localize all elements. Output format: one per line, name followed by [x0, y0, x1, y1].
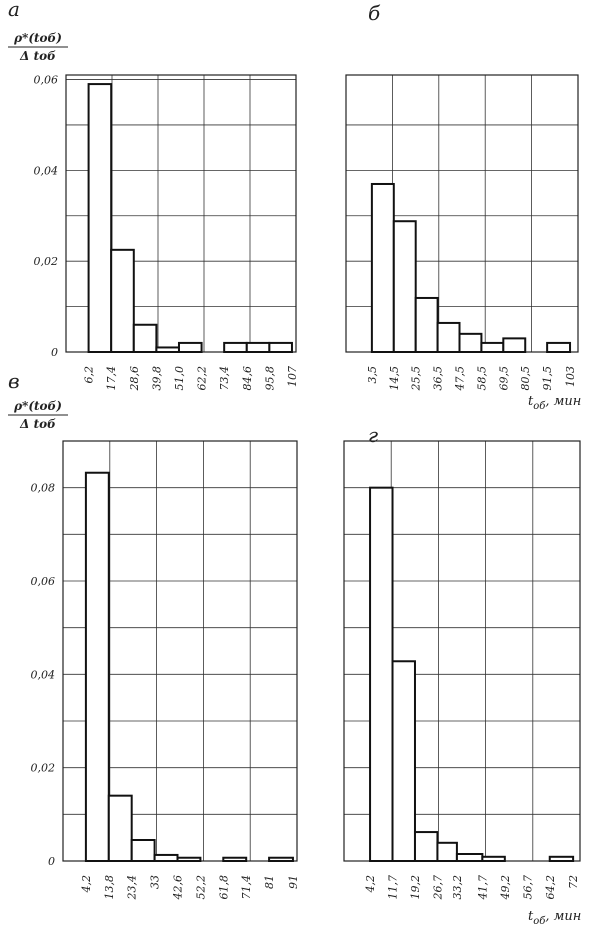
bar	[392, 220, 417, 353]
x-tick-label: 107	[286, 366, 299, 387]
x-label-sub: об	[533, 916, 546, 927]
bar	[369, 486, 394, 862]
x-label-var: t	[528, 394, 534, 409]
x-tick-label: 17,4	[105, 366, 118, 391]
bar	[546, 341, 572, 353]
x-tick-label: 6,2	[83, 366, 96, 384]
y-tick-label: 0,06	[34, 74, 59, 87]
y-label-bottom: Δ tоб	[19, 49, 56, 63]
x-tick-label: 52,2	[194, 875, 207, 900]
x-tick-label: 91	[287, 875, 300, 889]
panel-label: г	[368, 423, 378, 447]
bar	[548, 855, 575, 862]
y-tick-label: 0,06	[31, 575, 56, 588]
panel-label: а	[8, 0, 20, 21]
bar	[268, 856, 294, 863]
y-label-top: ρ*(tоб)	[13, 399, 62, 413]
x-tick-label: 26,7	[431, 875, 444, 901]
x-label: tоб, мин	[528, 909, 581, 927]
x-tick-label: 72	[567, 875, 580, 889]
x-tick-label: 28,6	[128, 366, 141, 392]
bar	[87, 83, 113, 353]
y-label-top: ρ*(tоб)	[13, 31, 62, 45]
x-label-unit: , мин	[545, 394, 581, 409]
y-tick-label: 0,08	[31, 482, 56, 495]
bar	[107, 794, 133, 863]
x-tick-label: 84,6	[241, 366, 254, 391]
x-label-unit: , мин	[545, 909, 581, 924]
x-label: tоб, мин	[528, 394, 581, 412]
x-label-sub: об	[533, 401, 546, 412]
x-tick-label: 42,6	[171, 875, 184, 901]
x-tick-label: 3,5	[366, 366, 379, 384]
y-tick-label: 0,02	[31, 762, 56, 775]
x-tick-label: 33	[149, 875, 162, 889]
x-tick-label: 51,0	[173, 366, 186, 391]
x-tick-label: 69,5	[497, 366, 510, 391]
bar	[458, 332, 483, 353]
x-tick-label: 49,2	[499, 875, 512, 901]
bar	[130, 839, 156, 862]
bar	[455, 853, 484, 862]
x-tick-label: 36,5	[432, 366, 445, 391]
y-tick-label: 0,04	[31, 668, 56, 681]
bar	[436, 841, 458, 862]
bar	[370, 182, 395, 353]
x-tick-label: 80,5	[519, 366, 532, 391]
bar	[177, 341, 203, 353]
y-tick-label: 0,04	[34, 164, 59, 177]
bar	[155, 346, 180, 353]
x-tick-label: 56,7	[521, 875, 534, 900]
x-tick-label: 39,8	[150, 366, 163, 391]
x-tick-label: 41,7	[476, 875, 489, 901]
x-tick-label: 13,8	[103, 875, 116, 900]
x-tick-label: 4,2	[80, 875, 93, 894]
x-tick-label: 14,5	[388, 366, 401, 391]
panel-label: б	[368, 1, 381, 25]
panel-label: в	[8, 369, 20, 393]
x-tick-label: 58,5	[475, 366, 488, 391]
bar	[84, 471, 110, 862]
x-tick-label: 23,4	[126, 875, 139, 901]
x-tick-label: 71,4	[240, 875, 253, 900]
x-tick-label: 19,2	[409, 875, 422, 900]
bar	[176, 856, 202, 863]
x-tick-label: 103	[564, 366, 577, 387]
bar	[414, 296, 439, 353]
x-tick-label: 64,2	[544, 875, 557, 900]
bar	[132, 323, 158, 353]
x-label-var: t	[528, 909, 534, 924]
y-tick-label: 0,02	[34, 255, 59, 268]
x-tick-label: 11,7	[387, 875, 400, 900]
x-tick-label: 25,5	[410, 366, 423, 392]
bar	[391, 660, 416, 862]
bar	[502, 337, 527, 353]
bar	[481, 855, 506, 862]
x-tick-label: 91,5	[541, 366, 554, 391]
x-tick-label: 73,4	[218, 366, 231, 391]
bar	[245, 341, 271, 353]
bar	[436, 321, 461, 354]
x-tick-label: 33,2	[451, 875, 464, 900]
x-tick-label: 95,8	[263, 366, 276, 391]
bar	[153, 853, 179, 863]
bar	[413, 831, 439, 862]
bar	[110, 248, 135, 353]
y-tick-label: 0	[51, 346, 58, 359]
x-tick-label: 62,2	[196, 366, 209, 391]
x-tick-label: 4,2	[364, 875, 377, 894]
y-tick-label: 0	[48, 855, 55, 868]
x-tick-label: 47,5	[454, 366, 467, 392]
x-tick-label: 81	[263, 875, 276, 889]
x-tick-label: 61,8	[217, 875, 230, 900]
bar	[223, 341, 248, 353]
bar	[268, 341, 293, 353]
bar	[480, 341, 505, 353]
y-label-bottom: Δ tоб	[19, 417, 56, 431]
bar	[222, 856, 248, 863]
